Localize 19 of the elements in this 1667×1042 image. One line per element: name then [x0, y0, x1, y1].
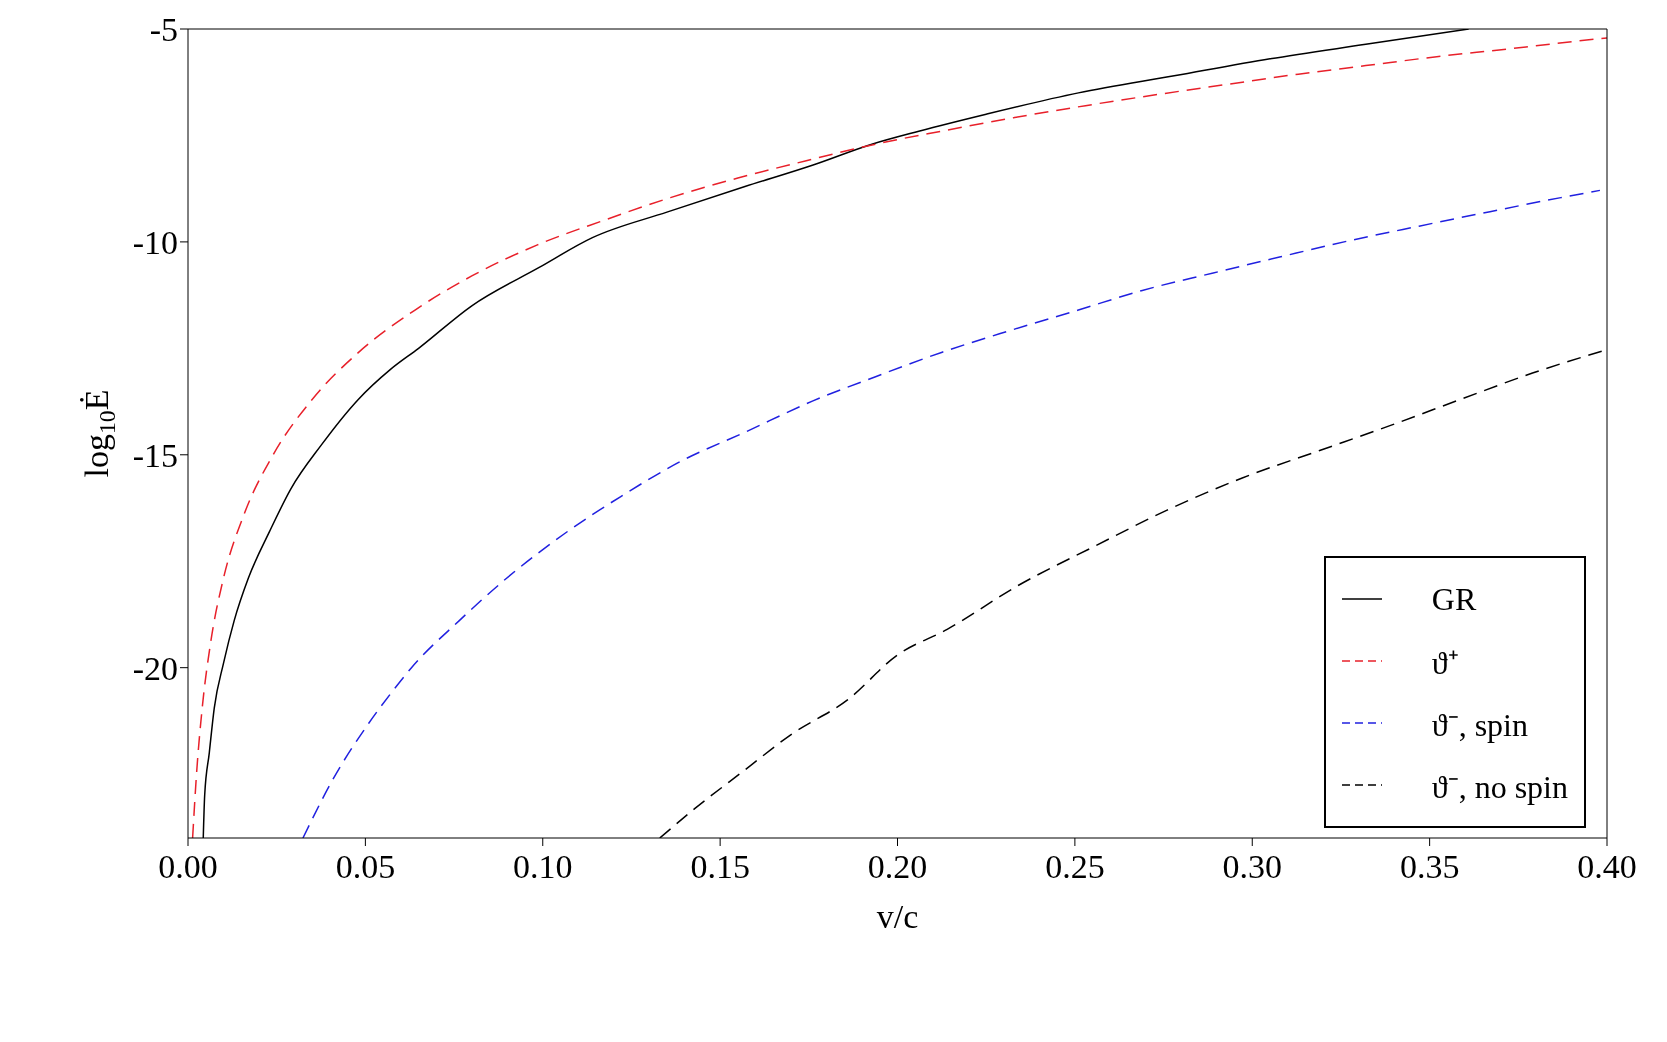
x-tick-label: 0.15 — [690, 848, 750, 886]
y-tick-label: -10 — [132, 223, 178, 261]
legend-label: ϑ⁺ — [1431, 643, 1459, 683]
x-tick-label: 0.10 — [513, 848, 573, 886]
line-series — [302, 189, 1601, 838]
y-tick-label: -20 — [132, 649, 178, 687]
y-tick-label: -15 — [132, 436, 178, 474]
legend-label: GR — [1431, 580, 1477, 618]
x-tick-label: 0.05 — [335, 848, 396, 886]
x-tick-label: 0.30 — [1222, 848, 1282, 886]
x-axis-title: v/c — [876, 898, 919, 935]
y-tick-label: -5 — [149, 11, 178, 49]
x-tick-label: 0.40 — [1577, 848, 1637, 886]
x-tick-label: 0.25 — [1045, 848, 1105, 886]
x-tick-label: 0.20 — [867, 848, 928, 886]
legend-label: ϑ⁻, no spin — [1431, 767, 1568, 807]
x-tick-label: 0.35 — [1399, 848, 1460, 886]
x-tick-label: 0.00 — [158, 848, 218, 886]
legend-label: ϑ⁻, spin — [1431, 705, 1528, 745]
